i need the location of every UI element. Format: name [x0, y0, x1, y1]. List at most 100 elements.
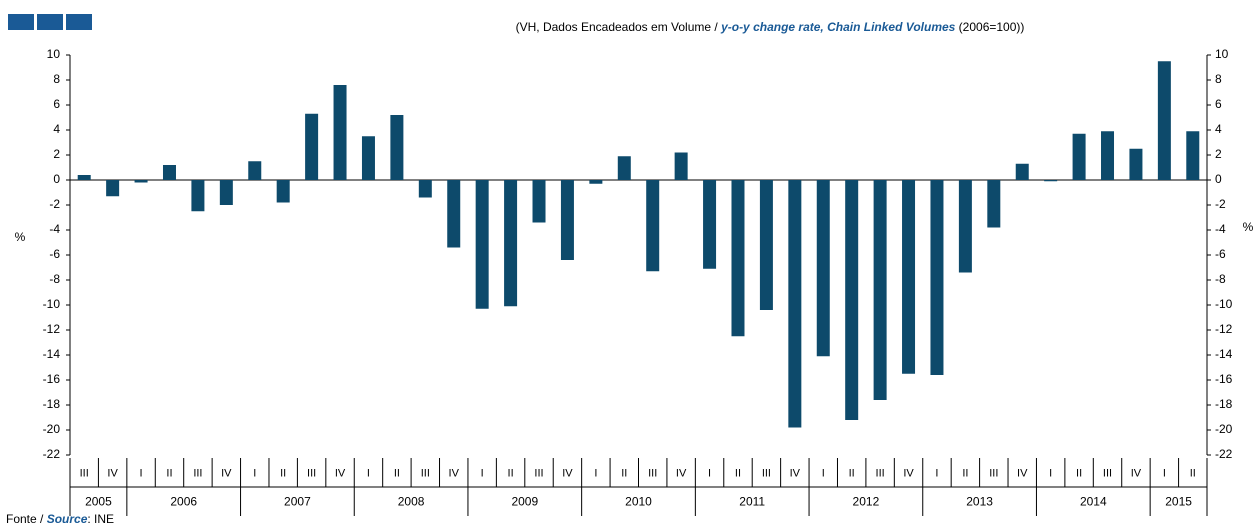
- bar: [902, 180, 916, 374]
- x-tick-label: I: [140, 467, 143, 479]
- x-tick-label: III: [80, 467, 89, 479]
- x-tick-label: IV: [790, 467, 801, 479]
- x-tick-label: III: [421, 467, 430, 479]
- year-label: 2014: [1080, 495, 1107, 509]
- x-tick-label: II: [735, 467, 741, 479]
- x-tick-label: I: [481, 467, 484, 479]
- y-tick-label: -16: [43, 372, 61, 386]
- bar: [106, 180, 120, 197]
- bar: [1015, 163, 1029, 180]
- y2-axis-label: %: [1243, 220, 1254, 234]
- bar: [219, 180, 233, 205]
- x-tick-label: II: [621, 467, 627, 479]
- bar: [674, 152, 688, 180]
- y-tick-label: 8: [53, 72, 60, 86]
- bar: [475, 180, 489, 309]
- x-tick-label: I: [708, 467, 711, 479]
- bar: [134, 180, 148, 183]
- logo-block: [8, 14, 34, 30]
- bar: [1101, 131, 1115, 180]
- year-label: 2009: [511, 495, 538, 509]
- x-tick-label: I: [1049, 467, 1052, 479]
- source-part: Source: [47, 512, 88, 526]
- bar: [447, 180, 461, 248]
- y-tick-label: 4: [53, 122, 60, 136]
- x-tick-label: II: [1190, 467, 1196, 479]
- x-tick-label: IV: [221, 467, 232, 479]
- logo-block: [66, 14, 92, 30]
- y2-tick-label: -12: [1215, 322, 1233, 336]
- year-label: 2013: [966, 495, 993, 509]
- bar: [873, 180, 887, 400]
- y2-tick-label: -8: [1215, 272, 1226, 286]
- bar: [589, 180, 603, 184]
- x-tick-label: I: [1163, 467, 1166, 479]
- source: Fonte / Source: INE: [6, 512, 114, 526]
- x-tick-label: I: [253, 467, 256, 479]
- x-tick-label: IV: [1017, 467, 1028, 479]
- y2-tick-label: -6: [1215, 247, 1226, 261]
- bar: [191, 180, 205, 212]
- y-tick-label: -2: [49, 197, 60, 211]
- year-label: 2008: [398, 495, 425, 509]
- y2-tick-label: 0: [1215, 172, 1222, 186]
- y-tick-label: 6: [53, 97, 60, 111]
- y2-tick-label: -20: [1215, 422, 1233, 436]
- y2-tick-label: 8: [1215, 72, 1222, 86]
- bar: [1044, 180, 1058, 182]
- y-tick-label: -14: [43, 347, 61, 361]
- bar: [987, 180, 1001, 228]
- bar: [532, 180, 546, 223]
- y2-tick-label: -18: [1215, 397, 1233, 411]
- y2-tick-label: -14: [1215, 347, 1233, 361]
- x-tick-label: III: [307, 467, 316, 479]
- year-label: 2010: [625, 495, 652, 509]
- x-tick-label: II: [508, 467, 514, 479]
- bar: [305, 113, 319, 180]
- x-tick-label: III: [193, 467, 202, 479]
- logo-block: [37, 14, 63, 30]
- y-tick-label: 0: [53, 172, 60, 186]
- y2-tick-label: 4: [1215, 122, 1222, 136]
- x-tick-label: IV: [676, 467, 687, 479]
- bar: [759, 180, 773, 310]
- source-part: Fonte /: [6, 512, 47, 526]
- x-tick-label: IV: [335, 467, 346, 479]
- x-tick-label: III: [534, 467, 543, 479]
- y-tick-label: -10: [43, 297, 61, 311]
- x-tick-label: I: [822, 467, 825, 479]
- bar: [788, 180, 802, 428]
- bar: [361, 136, 375, 180]
- x-tick-label: III: [989, 467, 998, 479]
- bar: [418, 180, 432, 198]
- y-tick-label: -8: [49, 272, 60, 286]
- year-label: 2007: [284, 495, 311, 509]
- bar: [390, 115, 404, 180]
- y2-tick-label: -22: [1215, 447, 1233, 461]
- bar: [958, 180, 972, 273]
- x-tick-label: III: [1103, 467, 1112, 479]
- bar: [731, 180, 745, 337]
- y2-tick-label: -4: [1215, 222, 1226, 236]
- x-tick-label: III: [648, 467, 657, 479]
- bar: [162, 165, 176, 180]
- subtitle-part: (VH, Dados Encadeados em Volume /: [516, 20, 721, 34]
- subtitle-part: y-o-y change rate, Chain Linked Volumes: [720, 20, 956, 34]
- x-tick-label: I: [367, 467, 370, 479]
- y-tick-label: -18: [43, 397, 61, 411]
- subtitle-part: (2006=100)): [955, 20, 1024, 34]
- y-axis-label: %: [15, 230, 26, 244]
- x-tick-label: II: [849, 467, 855, 479]
- bar: [77, 175, 91, 180]
- bar: [276, 180, 290, 203]
- year-label: 2005: [85, 495, 112, 509]
- bar: [248, 161, 262, 180]
- y2-tick-label: -2: [1215, 197, 1226, 211]
- x-tick-label: II: [280, 467, 286, 479]
- y2-tick-label: -16: [1215, 372, 1233, 386]
- bar: [1129, 148, 1143, 180]
- x-tick-label: I: [935, 467, 938, 479]
- bar: [1157, 61, 1171, 180]
- bar: [617, 156, 631, 180]
